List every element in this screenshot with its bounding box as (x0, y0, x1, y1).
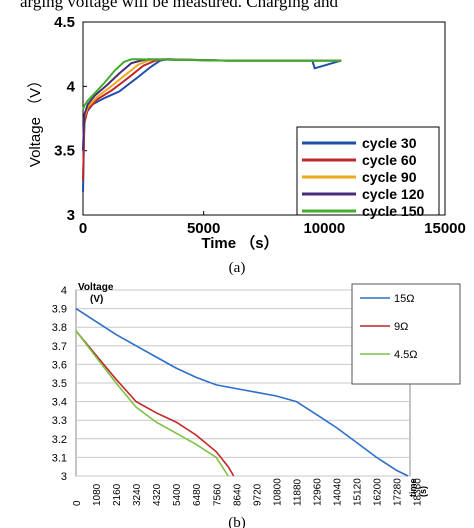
chart-b-x-tick-label: 14040 (333, 478, 344, 506)
chart-a-legend-label: cycle 120 (362, 186, 424, 202)
chart-a-y-tick-label: 4 (67, 78, 76, 95)
chart-b-y-axis-unit: (V) (90, 294, 103, 305)
chart-b-x-axis-label: time (408, 478, 418, 497)
chart-b-y-tick-label: 3.9 (52, 304, 67, 316)
chart-b-x-tick-label: 3240 (132, 483, 143, 506)
chart-b-y-tick-label: 3.3 (52, 415, 67, 427)
chart-b-x-tick-label: 18360 (413, 478, 424, 506)
chart-a-legend-label: cycle 30 (362, 135, 417, 151)
chart-a-x-tick-label: 10000 (303, 220, 345, 237)
chart-b-x-tick-label: 10800 (272, 478, 283, 506)
chart-a-series (82, 58, 342, 192)
chart-b-x-tick-label: 2160 (112, 483, 123, 506)
chart-b-series-line-2 (75, 330, 235, 477)
chart-b-x-tick-label: 8640 (232, 483, 243, 506)
chart-b-y-tick-label: 3.7 (52, 341, 67, 353)
chart-a-caption: (a) (229, 260, 246, 276)
chart-b-series-line-3 (75, 330, 229, 477)
chart-a-x-tick-label: 15000 (424, 220, 466, 237)
chart-b-x-tick-label: 7560 (212, 483, 223, 506)
chart-b-x-tick-label: 15120 (353, 478, 364, 506)
chart-a-x-tick-label: 5000 (187, 220, 220, 237)
chart-a-series-line-5 (82, 58, 342, 110)
chart-b-x-tick-label: 11880 (292, 478, 303, 506)
chart-a-y-tick-label: 3.5 (54, 143, 75, 160)
chart-b-legend-label: 4.5Ω (394, 349, 418, 361)
chart-b-legend-label: 15Ω (394, 293, 414, 305)
chart-b-y-tick-label: 3.1 (52, 452, 67, 464)
chart-a-y-tick-label: 4.5 (54, 14, 75, 31)
chart-b: 4 3.9 3.8 3.7 3.6 3.5 3.4 3.3 3.2 3.1 3 0 1080 2160 32… (52, 282, 461, 528)
chart-b-x-tick-label: 5400 (172, 483, 183, 506)
chart-b-y-tick-label: 4 (61, 285, 67, 297)
chart-b-x-tick-label: 9720 (252, 483, 263, 506)
chart-b-ticks: 4 3.9 3.8 3.7 3.6 3.5 3.4 3.3 3.2 3.1 3 0 1080 2160 32… (52, 285, 424, 506)
chart-a-x-axis-label: Time （s） (201, 234, 278, 252)
chart-b-x-tick-label: 4320 (152, 483, 163, 506)
chart-b-y-tick-label: 3.6 (52, 359, 67, 371)
chart-b-x-tick-label: 0 (72, 500, 83, 506)
chart-b-x-axis-unit: (s) (418, 486, 428, 497)
chart-b-x-tick-label: 12960 (312, 478, 323, 506)
chart-b-y-tick-label: 3.4 (52, 397, 67, 409)
chart-b-caption: (b) (228, 515, 246, 528)
chart-b-y-axis-label: Voltage (78, 282, 114, 293)
chart-b-series (75, 307, 409, 477)
chart-b-series-line-1 (75, 307, 409, 477)
chart-a-legend-label: cycle 90 (362, 169, 417, 185)
chart-b-x-tick-label: 17280 (393, 478, 404, 506)
chart-a-legend-label: cycle 150 (362, 203, 424, 219)
chart-b-legend-box (351, 283, 461, 385)
chart-b-legend-label: 9Ω (394, 321, 408, 333)
chart-b-y-tick-label: 3.2 (52, 434, 67, 446)
chart-b-x-tick-label: 16200 (373, 478, 384, 506)
header-text: arging voltage will be measured. Chargin… (20, 0, 339, 11)
chart-a-ticks: 0 5000 10000 15000 3 3.5 4 4.5 (54, 14, 466, 237)
chart-a-y-tick-label: 3 (67, 207, 75, 224)
chart-a-legend-label: cycle 60 (362, 152, 417, 168)
chart-b-y-tick-label: 3.8 (52, 322, 67, 334)
chart-a: 0 5000 10000 15000 3 3.5 4 4.5 Voltage （V） Time… (27, 14, 466, 276)
chart-b-x-tick-label: 1080 (92, 483, 103, 506)
chart-a-x-tick-label: 0 (79, 220, 87, 237)
chart-b-y-tick-label: 3.5 (52, 378, 67, 390)
chart-b-x-tick-label: 6480 (192, 483, 203, 506)
chart-a-y-axis-label: Voltage （V） (27, 73, 44, 167)
chart-b-y-tick-label: 3 (61, 471, 67, 483)
chart-b-legend: 15Ω 9Ω 4.5Ω (351, 283, 461, 385)
